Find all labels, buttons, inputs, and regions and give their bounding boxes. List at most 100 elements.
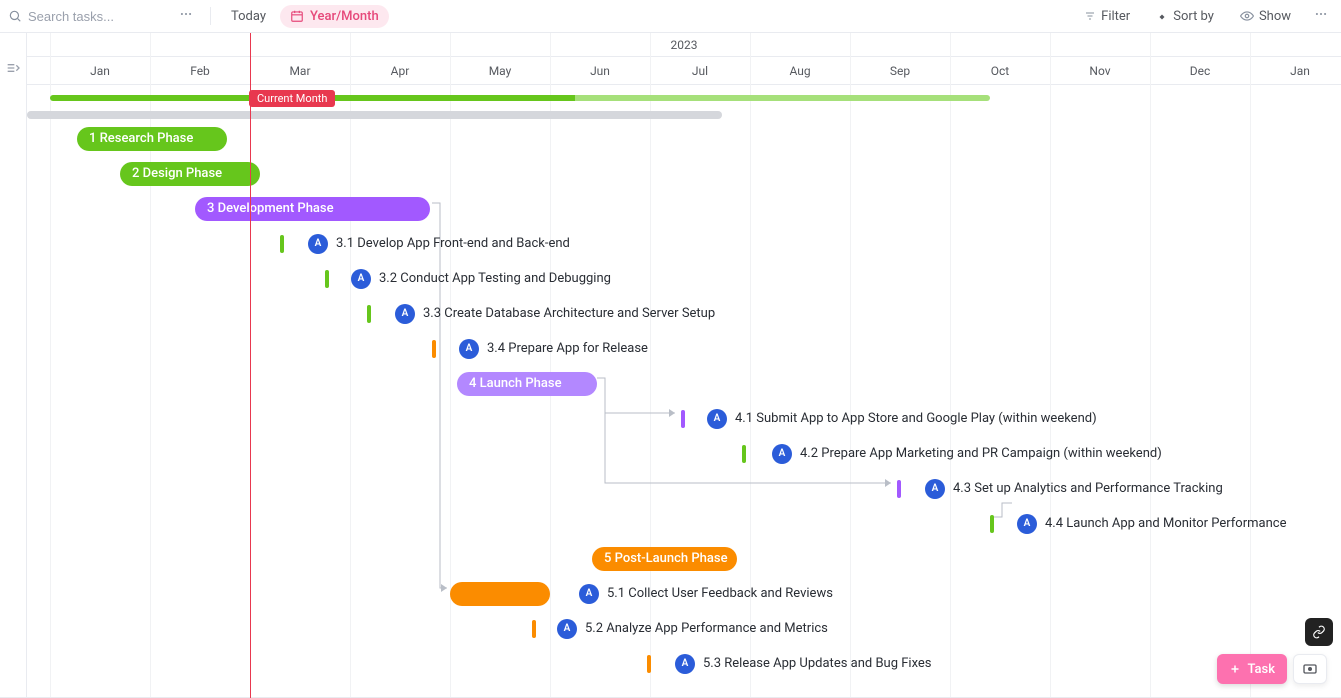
task-bar[interactable] [450, 582, 550, 606]
current-month-line [250, 33, 251, 698]
month-cell: Mar [250, 57, 350, 84]
task-meta: A 3.1 Develop App Front-end and Back-end [308, 234, 570, 254]
today-button[interactable]: Today [223, 4, 274, 28]
task-meta: A 5.3 Release App Updates and Bug Fixes [675, 654, 932, 674]
month-cell: Jul [650, 57, 750, 84]
task-label[interactable]: 4.3 Set up Analytics and Performance Tra… [953, 481, 1223, 496]
assignee-avatar[interactable]: A [308, 234, 328, 254]
filter-icon [1084, 10, 1096, 22]
search-icon [8, 9, 22, 23]
month-cell: Jun [550, 57, 650, 84]
show-button[interactable]: Show [1232, 4, 1299, 28]
assignee-avatar[interactable]: A [557, 619, 577, 639]
phase-bar[interactable]: 4 Launch Phase [457, 372, 597, 396]
task-tick[interactable] [990, 515, 994, 533]
filter-label: Filter [1101, 9, 1130, 24]
task-meta: A 4.2 Prepare App Marketing and PR Campai… [772, 444, 1162, 464]
phase-bar[interactable]: 2 Design Phase [120, 162, 260, 186]
sort-button[interactable]: Sort by [1148, 4, 1222, 28]
task-tick[interactable] [532, 620, 536, 638]
gantt-row: 1 Research Phase [27, 121, 1341, 156]
search-more-button[interactable] [174, 4, 198, 28]
view-mode-pill[interactable]: Year/Month [280, 5, 389, 28]
assignee-avatar[interactable]: A [351, 269, 371, 289]
summary-segment[interactable] [575, 95, 990, 101]
task-label[interactable]: 3.2 Conduct App Testing and Debugging [379, 271, 611, 286]
task-meta: A 3.3 Create Database Architecture and Se… [395, 304, 715, 324]
task-meta: A 5.1 Collect User Feedback and Reviews [579, 584, 833, 604]
task-label[interactable]: 3.4 Prepare App for Release [487, 341, 648, 356]
task-tick[interactable] [325, 270, 329, 288]
task-label[interactable]: 4.4 Launch App and Monitor Performance [1045, 516, 1286, 531]
toolbar-right: Filter Sort by Show [1076, 4, 1333, 28]
task-label[interactable]: 3.3 Create Database Architecture and Ser… [423, 306, 715, 321]
dots-icon [179, 7, 193, 25]
record-clip-button[interactable] [1293, 654, 1327, 684]
phase-bar[interactable]: 1 Research Phase [77, 127, 227, 151]
search-input[interactable] [28, 9, 168, 24]
month-cell: Sep [850, 57, 950, 84]
month-cell: Dec [1150, 57, 1250, 84]
month-cell: Oct [950, 57, 1050, 84]
task-label[interactable]: 5.1 Collect User Feedback and Reviews [607, 586, 833, 601]
sort-label: Sort by [1173, 9, 1214, 24]
assignee-avatar[interactable]: A [395, 304, 415, 324]
assignee-avatar[interactable]: A [925, 479, 945, 499]
task-label[interactable]: 4.2 Prepare App Marketing and PR Campaig… [800, 446, 1162, 461]
task-label[interactable]: 3.1 Develop App Front-end and Back-end [336, 236, 570, 251]
task-meta: A 5.2 Analyze App Performance and Metrics [557, 619, 828, 639]
month-cell: Apr [350, 57, 450, 84]
task-meta: A 4.4 Launch App and Monitor Performance [1017, 514, 1286, 534]
task-tick[interactable] [897, 480, 901, 498]
task-tick[interactable] [681, 410, 685, 428]
task-meta: A 4.1 Submit App to App Store and Google … [707, 409, 1097, 429]
gantt-row: 4 Launch Phase [27, 366, 1341, 401]
gantt-chart[interactable]: Current Month 1 Research Phase 2 Design Ph… [27, 85, 1341, 698]
months-header: JanFebMarAprMayJunJulAugSepOctNovDecJan [27, 57, 1341, 85]
task-label[interactable]: 5.3 Release App Updates and Bug Fixes [703, 656, 932, 671]
month-cell: Nov [1050, 57, 1150, 84]
task-label[interactable]: 4.1 Submit App to App Store and Google P… [735, 411, 1097, 426]
calendar-range-icon [290, 9, 304, 23]
assignee-avatar[interactable]: A [707, 409, 727, 429]
year-label: 2023 [27, 38, 1341, 52]
gantt-row: 2 Design Phase [27, 156, 1341, 191]
assignee-avatar[interactable]: A [579, 584, 599, 604]
current-month-tag: Current Month [249, 90, 335, 107]
task-tick[interactable] [367, 305, 371, 323]
assignee-avatar[interactable]: A [772, 444, 792, 464]
link-helper-button[interactable] [1305, 618, 1333, 646]
assignee-avatar[interactable]: A [675, 654, 695, 674]
task-tick[interactable] [742, 445, 746, 463]
task-tick[interactable] [647, 655, 651, 673]
toolbar-more-button[interactable] [1309, 4, 1333, 28]
month-cell: Feb [150, 57, 250, 84]
assignee-avatar[interactable]: A [1017, 514, 1037, 534]
new-task-button[interactable]: Task [1217, 654, 1287, 684]
task-meta: A 4.3 Set up Analytics and Performance Tr… [925, 479, 1223, 499]
divider [210, 7, 211, 25]
gantt-row: A 3.1 Develop App Front-end and Back-end [27, 226, 1341, 261]
month-cell: Jan [1250, 57, 1341, 84]
gantt-row: A 3.4 Prepare App for Release [27, 331, 1341, 366]
task-label[interactable]: 5.2 Analyze App Performance and Metrics [585, 621, 828, 636]
assignee-avatar[interactable]: A [459, 339, 479, 359]
task-tick[interactable] [280, 235, 284, 253]
gantt-row: A 3.2 Conduct App Testing and Debugging [27, 261, 1341, 296]
gantt-row: A 5.2 Analyze App Performance and Metrics [27, 611, 1341, 646]
gantt-row: A 5.1 Collect User Feedback and Reviews [27, 576, 1341, 611]
phase-bar[interactable]: 3 Development Phase [195, 197, 430, 221]
timeline-scroll-thumb[interactable] [27, 111, 722, 119]
sort-icon [1156, 10, 1168, 22]
new-task-label: Task [1247, 662, 1275, 677]
month-cell: May [450, 57, 550, 84]
plus-icon [1229, 663, 1241, 675]
expand-sidebar-button[interactable] [0, 55, 26, 81]
grid-area: 2023 JanFebMarAprMayJunJulAugSepOctNovDe… [26, 33, 1341, 698]
app-root: { "toolbar": { "search_placeholder": "Se… [0, 0, 1341, 698]
gantt-row: 5 Post-Launch Phase [27, 541, 1341, 576]
today-label: Today [231, 9, 266, 24]
phase-bar[interactable]: 5 Post-Launch Phase [592, 547, 737, 571]
filter-button[interactable]: Filter [1076, 4, 1138, 28]
task-tick[interactable] [432, 340, 436, 358]
